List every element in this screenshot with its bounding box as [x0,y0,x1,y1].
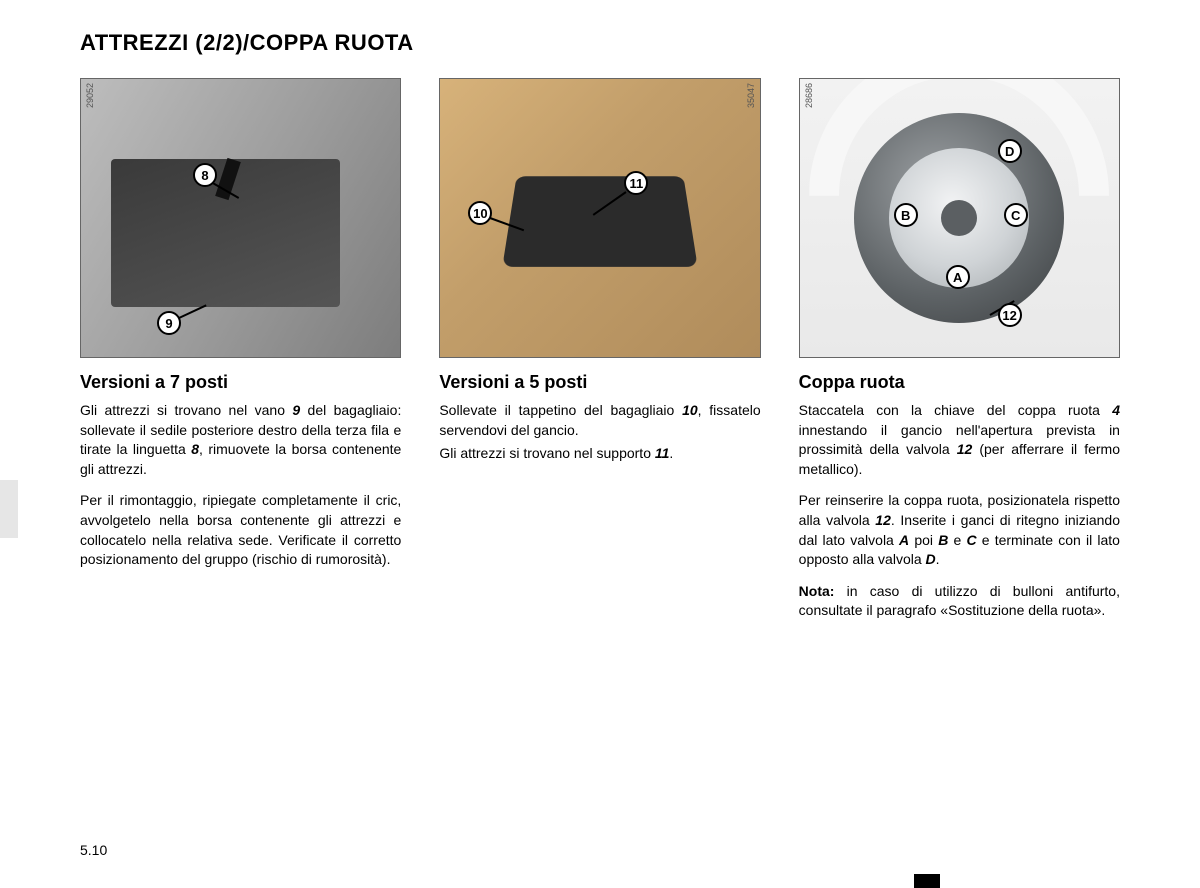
text: Sollevate il tappetino del bagagliaio [439,402,682,418]
text: in caso di utilizzo di bulloni antifurto… [799,583,1120,619]
page-content: ATTREZZI (2/2)/COPPA RUOTA 29052 8 9 Ver… [0,0,1200,673]
columns: 29052 8 9 Versioni a 7 posti Gli attrezz… [80,78,1120,633]
col1-para2: Per il rimontaggio, ripiegate completame… [80,491,401,569]
ref-12b: 12 [875,512,891,528]
col2-para1: Sollevate il tappetino del bagagliaio 10… [439,401,760,440]
text: . [669,445,673,461]
ref-C: C [966,532,976,548]
ref-D: D [926,551,936,567]
column-3: 28686 A B C D 12 Coppa ruota Staccatela … [799,78,1120,633]
callout-D: D [998,139,1022,163]
side-tab [0,480,18,538]
ref-B: B [938,532,948,548]
callout-8: 8 [193,163,217,187]
figure-2-tray [502,176,697,267]
ref-4: 4 [1112,402,1120,418]
figure-2-id: 35047 [746,83,756,108]
ref-8: 8 [191,441,199,457]
figure-3-hub [941,200,977,236]
ref-A: A [899,532,909,548]
page-number: 5.10 [80,842,107,858]
ref-11: 11 [655,445,670,461]
figure-3: 28686 A B C D 12 [799,78,1120,358]
page-title: ATTREZZI (2/2)/COPPA RUOTA [80,30,1120,56]
col2-para2: Gli attrezzi si trovano nel supporto 11. [439,444,760,464]
figure-1-id: 29052 [85,83,95,108]
col1-para1: Gli attrezzi si trovano nel vano 9 del b… [80,401,401,479]
column-1: 29052 8 9 Versioni a 7 posti Gli attrezz… [80,78,401,633]
col3-para3: Nota: in caso di utilizzo di bulloni ant… [799,582,1120,621]
ref-10: 10 [682,402,698,418]
footer-marker [914,874,940,888]
col1-heading: Versioni a 7 posti [80,372,401,393]
callout-12: 12 [998,303,1022,327]
text: . [936,551,940,567]
col3-para2: Per reinserire la coppa ruota, posiziona… [799,491,1120,569]
callout-B: B [894,203,918,227]
callout-A: A [946,265,970,289]
column-2: 35047 10 11 Versioni a 5 posti Sollevate… [439,78,760,633]
text: poi [909,532,938,548]
ref-12: 12 [957,441,973,457]
text: e [948,532,966,548]
note-label: Nota: [799,583,835,599]
callout-C: C [1004,203,1028,227]
figure-1: 29052 8 9 [80,78,401,358]
col2-heading: Versioni a 5 posti [439,372,760,393]
figure-3-id: 28686 [804,83,814,108]
text: Gli attrezzi si trovano nel supporto [439,445,655,461]
callout-9: 9 [157,311,181,335]
text: Gli attrezzi si trovano nel vano [80,402,292,418]
figure-2: 35047 10 11 [439,78,760,358]
ref-9: 9 [292,402,300,418]
col3-para1: Staccatela con la chiave del coppa ruota… [799,401,1120,479]
text: Staccatela con la chiave del coppa ruota [799,402,1113,418]
col3-heading: Coppa ruota [799,372,1120,393]
